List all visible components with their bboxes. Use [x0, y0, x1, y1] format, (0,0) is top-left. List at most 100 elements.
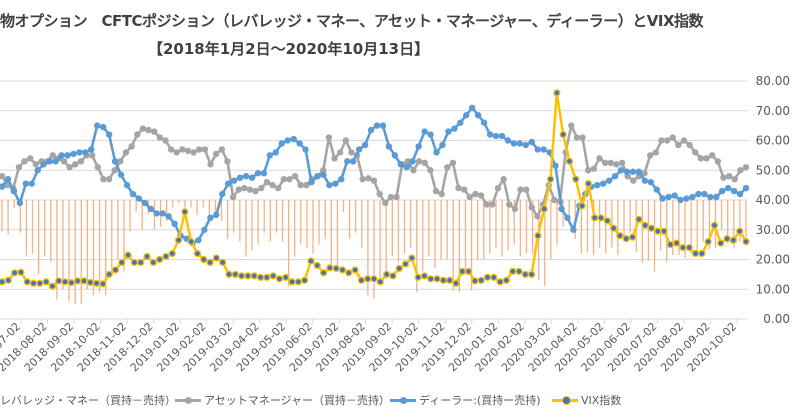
point-vix: [477, 276, 485, 284]
point-vix: [313, 261, 321, 270]
point-dealer: [320, 171, 327, 178]
point-dealer: [117, 171, 125, 178]
point-asset-manager: [742, 164, 750, 171]
point-asset-manager: [528, 204, 536, 211]
point-asset-manager: [196, 146, 203, 153]
point-vix: [149, 258, 157, 267]
point-dealer: [564, 214, 571, 222]
point-asset-manager: [297, 181, 304, 189]
point-asset-manager: [21, 158, 28, 165]
point-asset-manager: [122, 149, 130, 156]
point-vix: [635, 215, 643, 223]
point-asset-manager: [703, 155, 710, 162]
point-asset-manager: [60, 158, 68, 165]
point-vix: [458, 267, 466, 276]
point-asset-manager: [207, 161, 214, 168]
point-vix: [250, 272, 258, 280]
point-vix: [433, 275, 441, 283]
point-asset-manager: [449, 159, 457, 167]
point-asset-manager: [511, 205, 519, 213]
point-vix: [326, 264, 334, 272]
point-dealer: [105, 131, 113, 138]
point-asset-manager: [517, 186, 524, 193]
point-dealer: [522, 141, 529, 149]
point-vix: [565, 157, 574, 165]
point-dealer: [266, 152, 274, 159]
point-dealer: [671, 192, 678, 199]
point-vix: [654, 227, 662, 235]
point-dealer: [308, 178, 315, 186]
point-asset-manager: [66, 164, 73, 171]
point-dealer: [314, 173, 321, 180]
point-vix: [23, 278, 31, 286]
legend-label: ディーラー:(買持ー売持): [419, 394, 541, 407]
point-vix: [111, 266, 120, 274]
point-dealer: [367, 126, 375, 134]
y-tick-label: 20.00: [756, 253, 790, 267]
point-asset-manager: [432, 187, 440, 195]
point-asset-manager: [607, 159, 614, 167]
point-vix: [174, 236, 183, 244]
point-asset-manager: [522, 186, 530, 193]
point-dealer: [379, 122, 387, 129]
point-dealer: [552, 162, 559, 169]
point-asset-manager: [376, 190, 383, 198]
point-vix: [364, 275, 372, 283]
point-vix: [225, 270, 233, 279]
point-dealer: [724, 184, 732, 192]
point-asset-manager: [658, 137, 665, 144]
point-dealer: [540, 146, 547, 153]
point-asset-manager: [134, 131, 141, 138]
point-asset-manager: [641, 170, 648, 177]
legend-item-leverage-money: レバレッジ・マネー（買持－売持）: [0, 392, 176, 408]
point-asset-manager: [601, 159, 609, 167]
point-dealer: [16, 199, 24, 207]
point-asset-manager: [117, 158, 124, 165]
point-asset-manager: [179, 146, 186, 153]
point-dealer: [415, 143, 422, 150]
point-vix: [269, 272, 277, 280]
point-dealer: [433, 149, 440, 156]
point-vix: [527, 270, 536, 279]
point-dealer: [99, 123, 107, 131]
point-dealer: [332, 180, 339, 187]
point-vix: [338, 266, 347, 274]
point-vix: [597, 214, 605, 222]
point-asset-manager: [100, 175, 107, 183]
point-asset-manager: [613, 161, 620, 168]
point-asset-manager: [590, 165, 598, 172]
point-asset-manager: [365, 175, 372, 182]
point-asset-manager: [246, 186, 254, 193]
point-asset-manager: [731, 175, 738, 183]
point-asset-manager: [241, 184, 248, 192]
y-tick-label: 0.00: [763, 312, 790, 326]
point-asset-manager: [224, 158, 231, 165]
point-vix: [685, 243, 693, 252]
point-vix: [86, 278, 94, 287]
point-asset-manager: [680, 137, 688, 144]
point-dealer: [397, 161, 404, 168]
point-asset-manager: [415, 158, 423, 165]
point-asset-manager: [720, 174, 727, 181]
point-dealer: [88, 146, 95, 153]
point-dealer: [516, 140, 524, 147]
point-asset-manager: [173, 149, 180, 156]
point-dealer: [260, 170, 268, 177]
point-vix: [105, 270, 113, 279]
point-vix: [206, 258, 214, 267]
point-vix: [92, 279, 101, 287]
point-dealer: [70, 150, 77, 158]
point-dealer: [647, 178, 654, 186]
point-asset-manager: [618, 159, 626, 167]
point-vix: [74, 277, 82, 285]
point-asset-manager: [280, 175, 288, 183]
point-asset-manager: [630, 177, 637, 184]
point-vix: [155, 255, 164, 264]
point-dealer: [385, 143, 393, 150]
point-asset-manager: [725, 173, 733, 180]
point-vix: [118, 258, 126, 267]
y-tick-label: 40.00: [756, 193, 790, 207]
point-dealer: [58, 152, 65, 159]
point-vix: [288, 278, 296, 286]
